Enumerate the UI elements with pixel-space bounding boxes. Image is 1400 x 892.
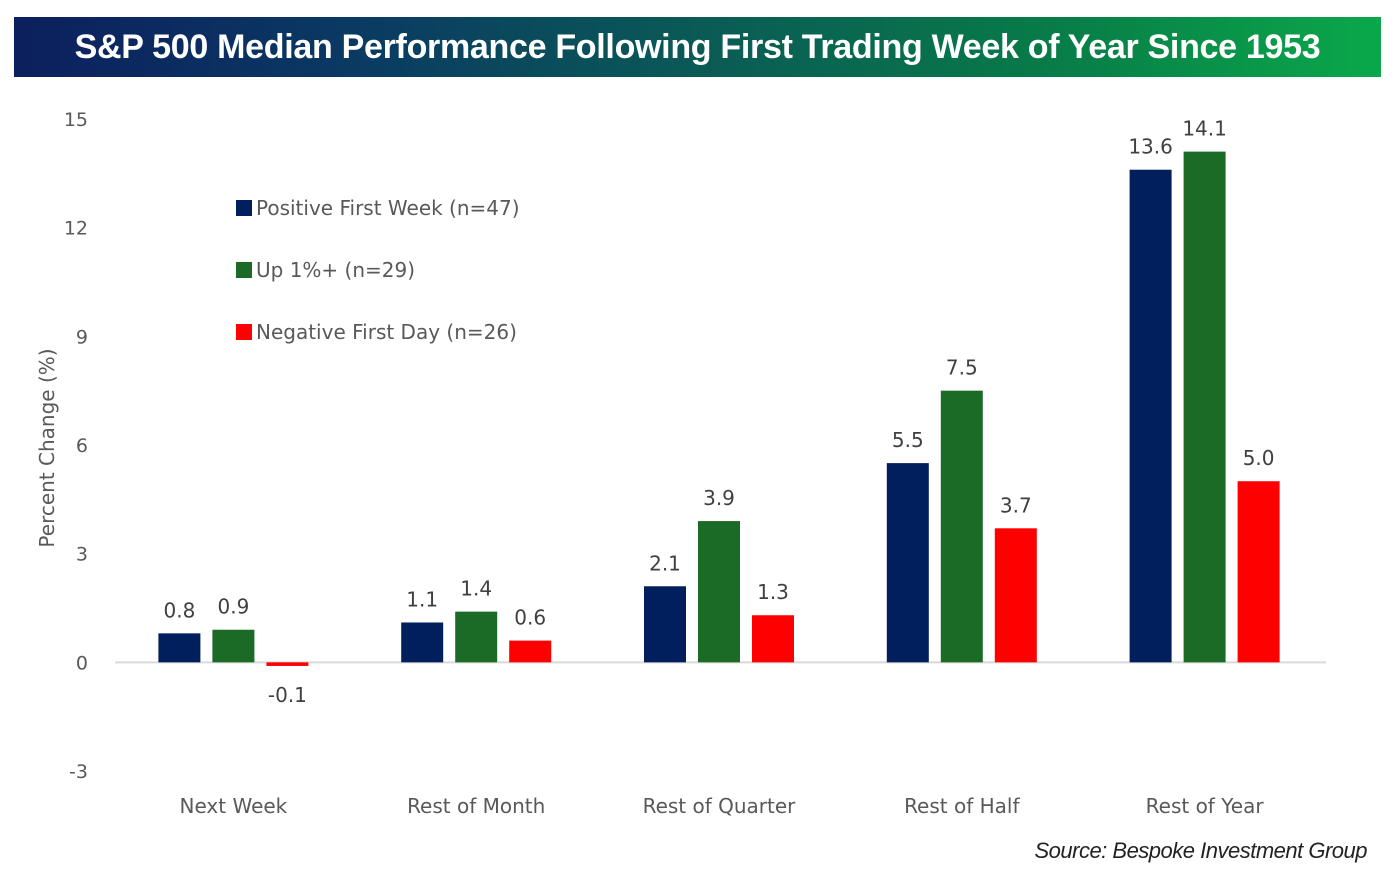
y-tick-label: 6 [76,435,88,457]
data-label: 14.1 [1182,117,1227,141]
data-label: 1.3 [757,580,789,604]
bars [158,151,1280,666]
bar [158,633,201,663]
data-label: 0.6 [514,606,546,630]
data-label: 0.9 [217,595,249,619]
y-tick-label: 9 [76,326,88,348]
bar [644,586,686,663]
bar [212,629,255,663]
x-category-label: Rest of Year [1146,794,1265,818]
bar [455,611,498,663]
bar [401,622,444,663]
data-label: 5.5 [892,428,924,452]
data-label: 1.4 [460,577,492,601]
data-label: 7.5 [946,356,978,380]
bar [1183,151,1226,663]
y-tick-label: 0 [76,652,88,674]
x-category-label: Rest of Half [904,794,1020,818]
legend: Positive First Week (n=47) Up 1%+ (n=29) N… [236,196,520,344]
data-label: 13.6 [1128,135,1173,159]
chart-title: S&P 500 Median Performance Following Fir… [74,27,1321,66]
data-label: 0.8 [163,598,195,622]
x-axis-categories: Next Week Rest of Month Rest of Quarter Res… [180,794,1265,818]
x-category-label: Rest of Month [407,794,545,818]
data-label: -0.1 [268,683,307,707]
y-tick-label: 15 [64,109,88,131]
legend-label: Negative First Day (n=26) [256,320,517,344]
bar [509,640,552,663]
bar [886,463,929,663]
legend-label: Up 1%+ (n=29) [256,258,415,282]
data-labels: 0.8 0.9 -0.1 1.1 1.4 0.6 2.1 3.9 1.3 5.5 7.5 3.7 13.… [163,117,1274,707]
y-tick-label: 12 [64,218,88,240]
bar [1237,481,1280,663]
y-tick-label: -3 [69,761,88,783]
x-category-label: Rest of Quarter [643,794,797,818]
title-banner: S&P 500 Median Performance Following Fir… [14,17,1381,77]
x-category-label: Next Week [180,794,288,818]
bar [698,521,740,663]
data-label: 2.1 [649,551,681,575]
y-axis: -3 0 3 6 9 12 15 [64,109,88,783]
source-note: Source: Bespoke Investment Group [1034,838,1367,863]
legend-label: Positive First Week (n=47) [256,196,520,220]
legend-swatch [236,262,252,278]
data-label: 5.0 [1243,446,1275,470]
data-label: 1.1 [406,587,438,611]
bar [266,662,309,666]
data-label: 3.7 [1000,493,1032,517]
bar [994,528,1037,663]
bar [752,615,794,663]
legend-swatch [236,200,252,216]
y-tick-label: 3 [76,544,88,566]
bar [1129,169,1172,663]
bar [940,390,983,663]
data-label: 3.9 [703,486,735,510]
y-axis-label: Percent Change (%) [35,348,59,547]
legend-swatch [236,324,252,340]
